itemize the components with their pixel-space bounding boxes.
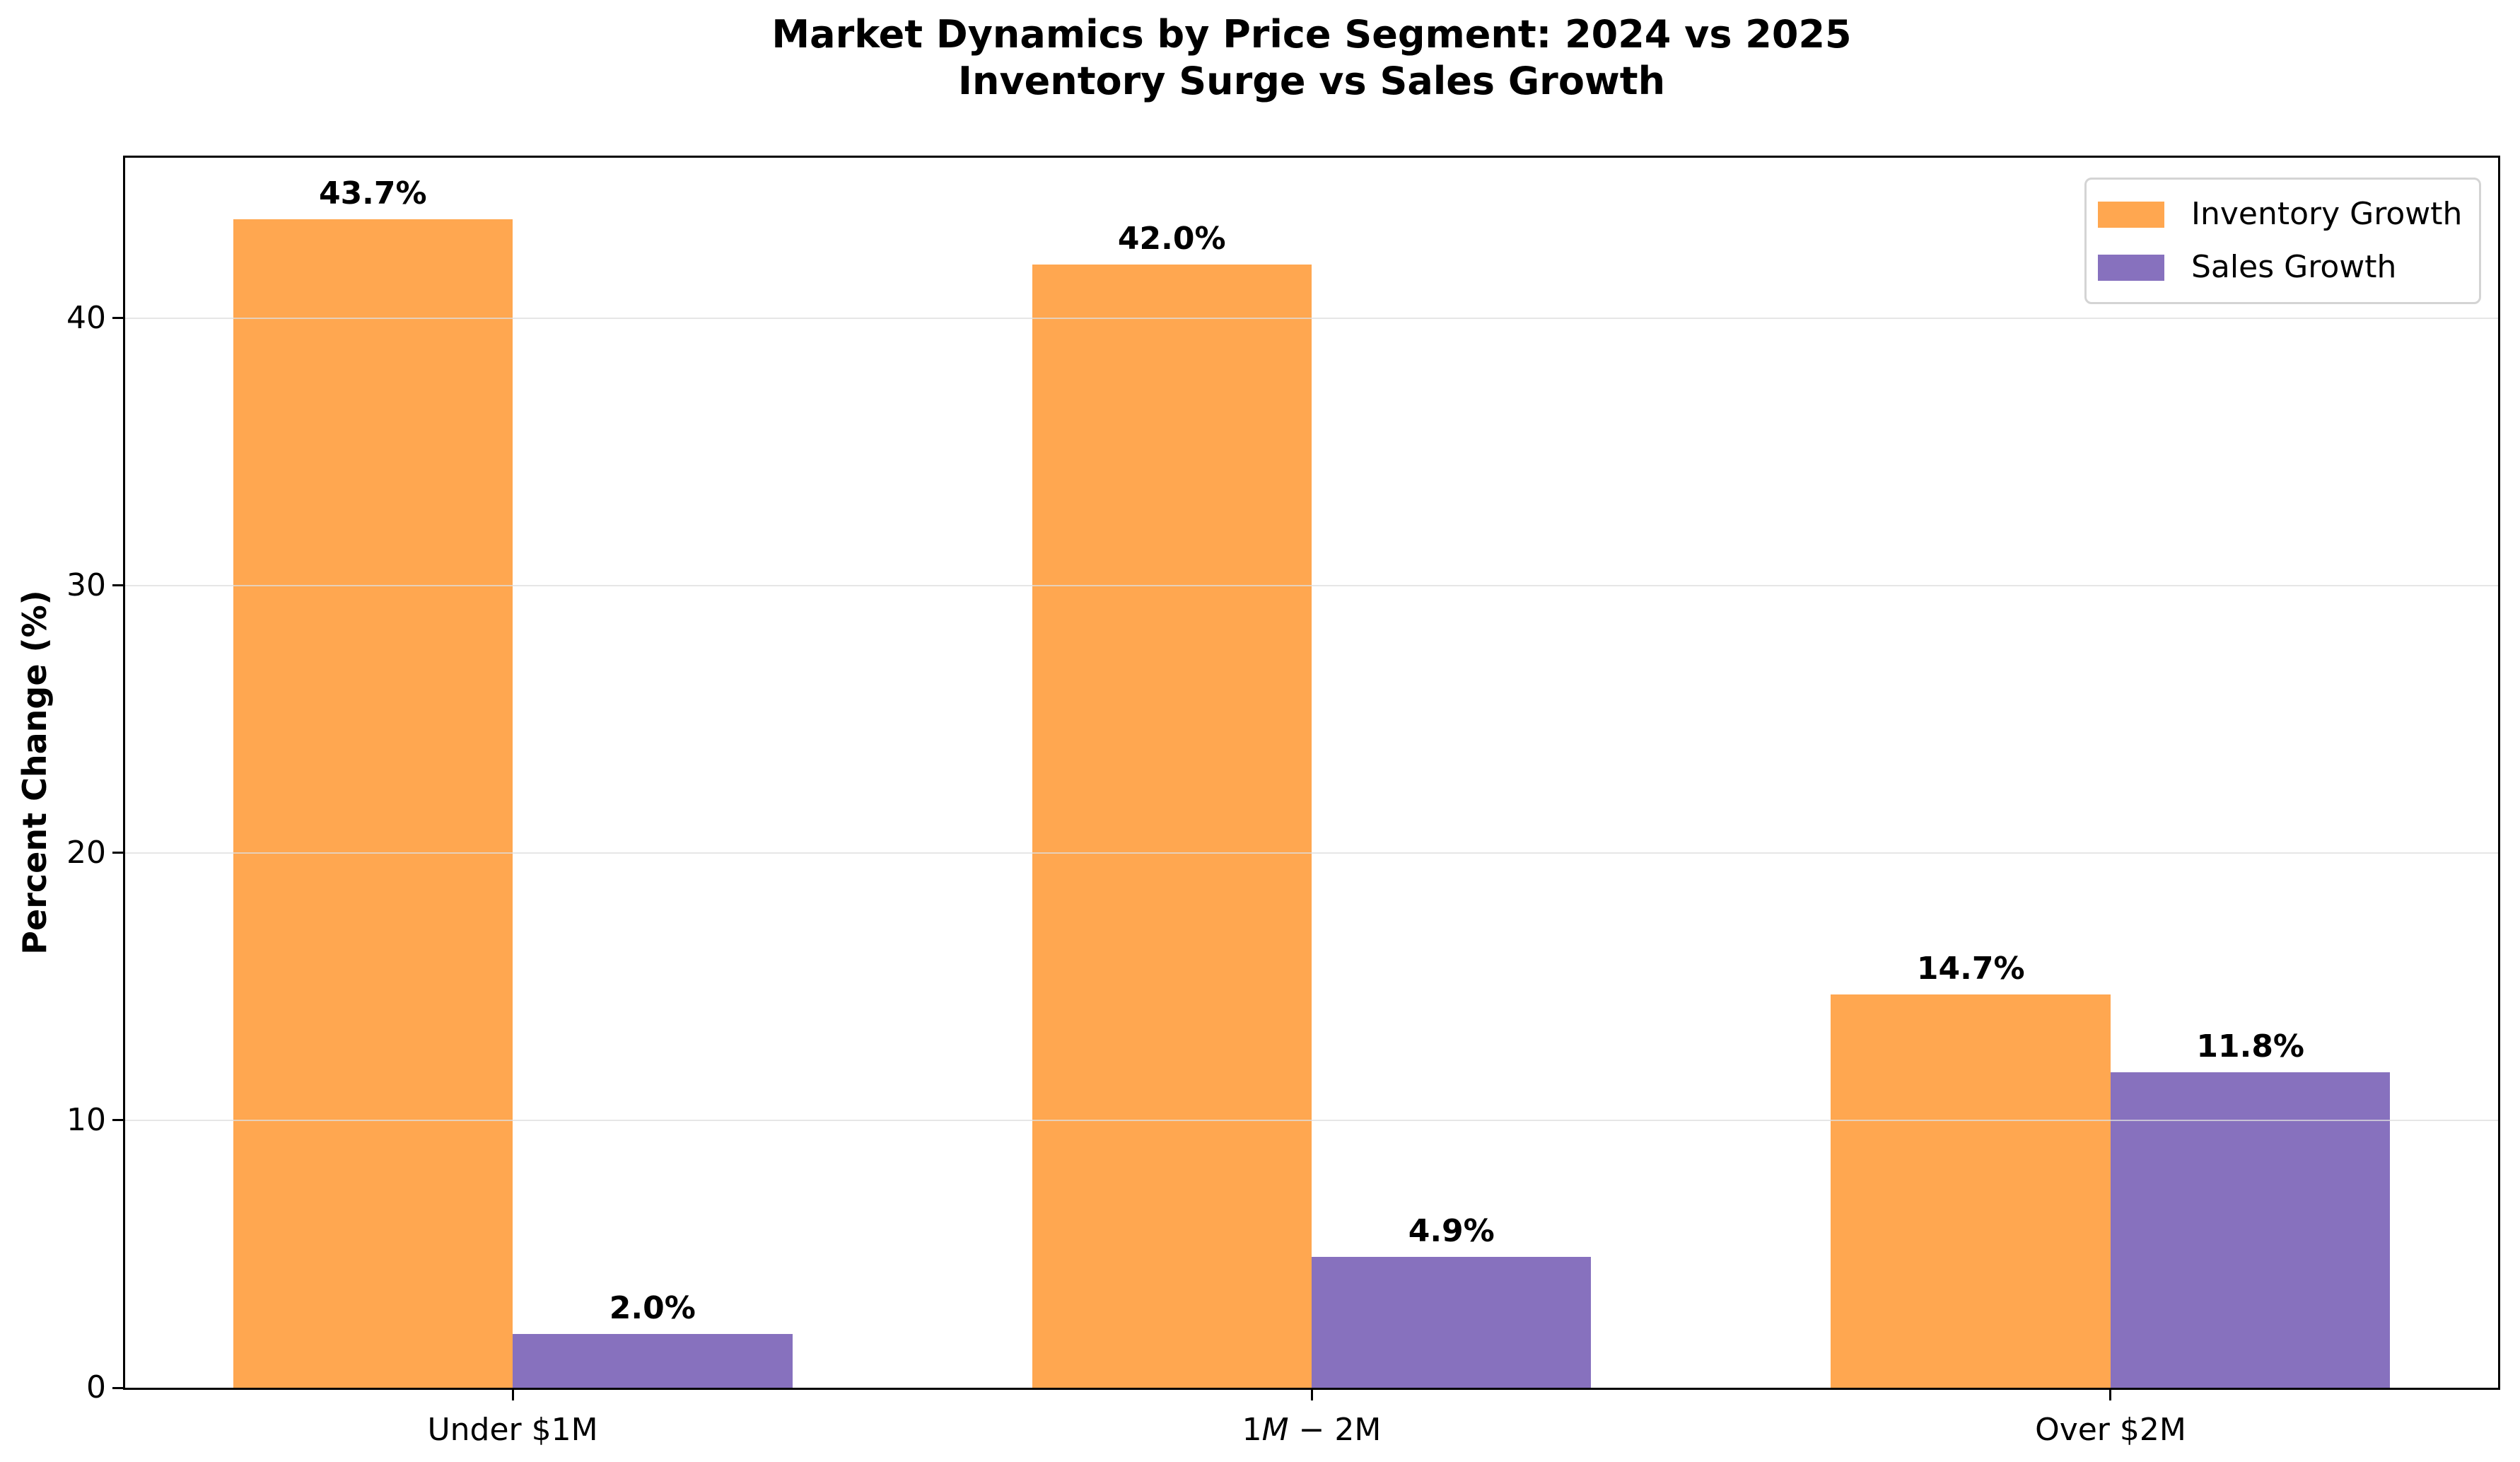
x-tick-mark-2: [2109, 1390, 2112, 1400]
x-tick-label-part: − 2M: [1288, 1412, 1382, 1448]
chart-title-line1: Market Dynamics by Price Segment: 2024 v…: [771, 12, 1852, 57]
legend-swatch-inventory-growth: [2098, 201, 2164, 228]
bar-sales-growth-2: [2110, 1072, 2391, 1388]
x-tick-mark-1: [1310, 1390, 1313, 1400]
x-tick-label-part: 1: [1242, 1412, 1262, 1448]
bar-inventory-growth-2: [1831, 994, 2111, 1388]
x-tick-label-2: Over $2M: [1891, 1412, 2330, 1449]
value-label-inventory-growth-2: 14.7%: [1916, 951, 2025, 987]
x-tick-label-1: 1M − 2M: [1092, 1412, 1531, 1449]
x-tick-label-part: Under $1M: [427, 1412, 598, 1448]
chart-title: Market Dynamics by Price Segment: 2024 v…: [125, 11, 2498, 105]
value-label-sales-growth-1: 4.9%: [1408, 1212, 1495, 1249]
y-tick-label-0: 0: [86, 1369, 106, 1405]
y-axis-label: Percent Change (%): [16, 590, 54, 955]
x-tick-label-0: Under $1M: [293, 1412, 732, 1449]
y-tick-mark-40: [112, 317, 123, 320]
value-label-sales-growth-0: 2.0%: [609, 1290, 696, 1327]
y-tick-label-10: 10: [66, 1101, 106, 1138]
y-tick-mark-0: [112, 1386, 123, 1389]
legend: Inventory Growth Sales Growth: [2084, 178, 2481, 304]
legend-label-sales-growth: Sales Growth: [2191, 249, 2397, 285]
x-tick-mark-0: [511, 1390, 514, 1400]
y-tick-label-30: 30: [66, 567, 106, 603]
y-tick-label-40: 40: [66, 299, 106, 336]
value-label-sales-growth-2: 11.8%: [2196, 1028, 2305, 1064]
y-tick-mark-30: [112, 584, 123, 587]
legend-item-sales-growth: Sales Growth: [2098, 250, 2468, 285]
y-tick-mark-20: [112, 852, 123, 854]
bar-inventory-growth-1: [1032, 265, 1312, 1388]
bar-sales-growth-0: [513, 1334, 793, 1388]
x-tick-label-part: Over $2M: [2035, 1412, 2186, 1448]
legend-item-inventory-growth: Inventory Growth: [2098, 197, 2468, 232]
y-tick-mark-10: [112, 1119, 123, 1122]
bar-inventory-growth-0: [233, 219, 513, 1388]
value-label-inventory-growth-0: 43.7%: [318, 175, 427, 211]
chart-title-line2: Inventory Surge vs Sales Growth: [957, 59, 1666, 103]
plot-area: Inventory Growth Sales Growth 43.7% 42.0%…: [123, 156, 2500, 1390]
value-label-inventory-growth-1: 42.0%: [1117, 221, 1226, 257]
y-tick-label-20: 20: [66, 834, 106, 871]
x-tick-label-part: M: [1261, 1412, 1289, 1448]
legend-swatch-sales-growth: [2098, 254, 2164, 281]
legend-label-inventory-growth: Inventory Growth: [2191, 196, 2463, 232]
bar-sales-growth-1: [1312, 1256, 1592, 1388]
